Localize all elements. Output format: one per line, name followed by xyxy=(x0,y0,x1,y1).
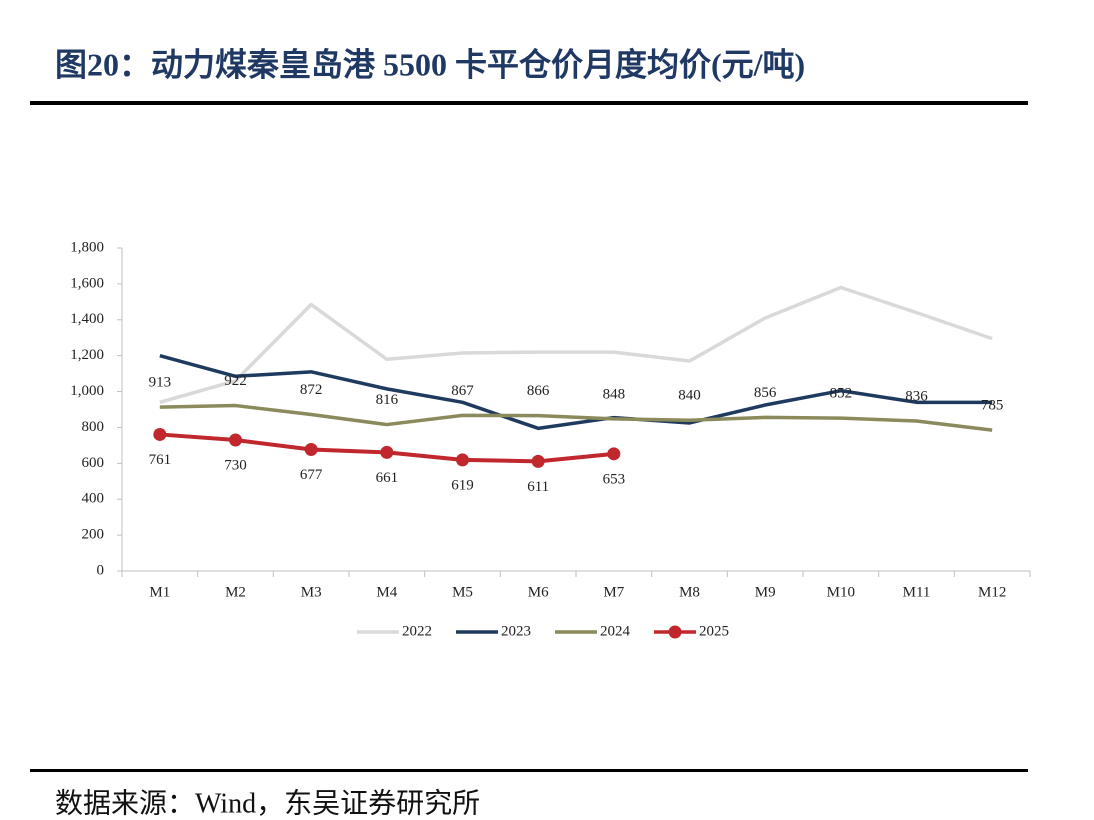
data-label: 852 xyxy=(830,386,853,402)
x-tick-label: M3 xyxy=(301,584,322,600)
x-tick-label: M2 xyxy=(225,584,246,600)
data-label: 867 xyxy=(451,383,474,399)
data-label: 840 xyxy=(678,388,701,404)
series-line xyxy=(159,285,993,405)
series-marker xyxy=(531,454,545,468)
series-marker xyxy=(229,433,242,447)
legend-label: 2023 xyxy=(501,623,531,639)
data-label: 872 xyxy=(300,382,323,398)
y-tick-label: 600 xyxy=(82,455,105,471)
y-tick-label: 0 xyxy=(97,562,105,578)
x-tick-label: M8 xyxy=(679,584,700,600)
legend-label: 2024 xyxy=(600,623,631,639)
x-tick-label: M12 xyxy=(978,584,1006,600)
data-label: 848 xyxy=(603,386,626,402)
data-label: 913 xyxy=(149,375,172,391)
data-label: 836 xyxy=(905,388,928,404)
y-tick-label: 1,800 xyxy=(70,239,104,255)
y-tick-label: 1,600 xyxy=(70,275,104,291)
x-tick-label: M9 xyxy=(755,584,776,600)
series-marker xyxy=(607,447,621,461)
data-label: 619 xyxy=(451,477,474,493)
x-tick-label: M5 xyxy=(452,584,473,600)
source-rule xyxy=(30,769,1028,772)
x-tick-label: M1 xyxy=(149,584,170,600)
data-label: 866 xyxy=(527,383,550,399)
y-tick-label: 800 xyxy=(82,419,105,435)
y-tick-label: 1,200 xyxy=(70,347,104,363)
data-label: 761 xyxy=(149,452,172,468)
x-tick-label: M10 xyxy=(827,584,855,600)
data-label: 856 xyxy=(754,385,777,401)
y-tick-label: 200 xyxy=(82,527,105,543)
data-label: 785 xyxy=(981,398,1004,414)
data-label: 653 xyxy=(603,471,626,487)
data-label: 611 xyxy=(527,479,549,495)
series-line xyxy=(159,353,993,431)
data-label: 730 xyxy=(224,457,247,473)
series-line xyxy=(159,403,993,432)
data-label: 816 xyxy=(376,392,399,408)
data-label: 677 xyxy=(300,467,323,483)
title-rule xyxy=(30,101,1028,105)
x-tick-label: M6 xyxy=(528,584,549,600)
data-label: 661 xyxy=(376,470,399,486)
x-tick-label: M4 xyxy=(376,584,397,600)
legend-label: 2025 xyxy=(699,623,729,639)
y-tick-label: 400 xyxy=(82,491,105,507)
data-label: 922 xyxy=(224,373,247,389)
y-tick-label: 1,000 xyxy=(70,383,104,399)
x-tick-label: M7 xyxy=(603,584,624,600)
y-tick-label: 1,400 xyxy=(70,311,104,327)
legend-marker xyxy=(668,625,682,639)
chart-title: 图20：动力煤秦皇岛港 5500 卡平仓价月度均价(元/吨) xyxy=(55,46,805,82)
series-marker xyxy=(304,443,318,457)
legend-label: 2022 xyxy=(402,623,432,639)
series-marker xyxy=(153,427,167,441)
x-tick-label: M11 xyxy=(903,584,931,600)
series-marker xyxy=(380,445,394,459)
series-marker xyxy=(456,453,469,467)
source: 数据来源：Wind，东吴证券研究所 xyxy=(55,787,480,819)
